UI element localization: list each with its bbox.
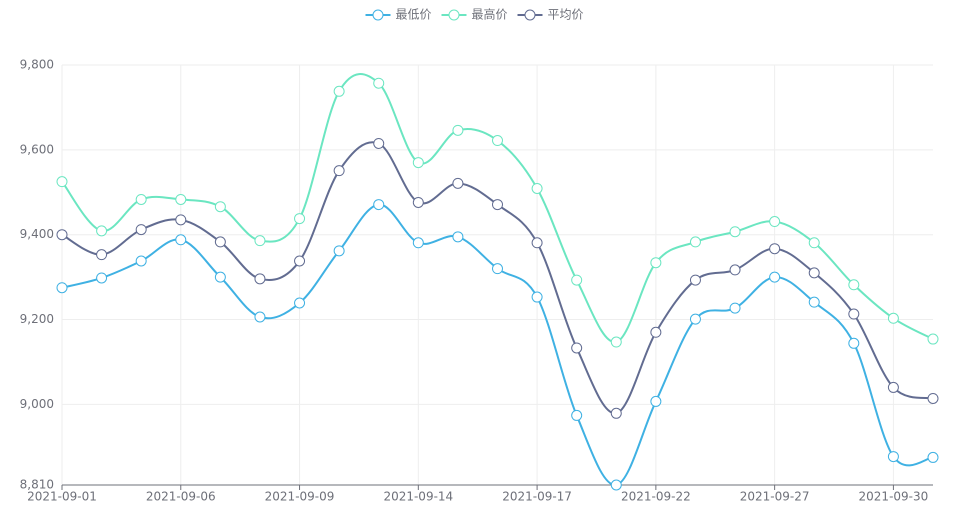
legend-item: 最低价: [365, 8, 432, 22]
data-point: [294, 297, 306, 309]
x-tick-label: 2021-09-14: [383, 490, 453, 504]
data-point: [333, 245, 345, 257]
data-point: [294, 213, 306, 225]
data-point: [769, 243, 781, 255]
data-point: [689, 313, 701, 325]
data-point: [452, 231, 464, 243]
data-point: [492, 135, 503, 147]
data-point: [610, 407, 622, 419]
data-point: [610, 479, 622, 491]
data-point: [175, 193, 187, 205]
data-point: [175, 214, 187, 226]
data-point: [412, 157, 424, 169]
legend-item: 最高价: [441, 7, 508, 22]
data-point: [848, 279, 860, 291]
data-point: [729, 302, 741, 314]
data-point: [412, 196, 424, 208]
data-point: [373, 77, 385, 89]
series-line: [61, 203, 934, 486]
legend-label: 最高价: [472, 7, 508, 22]
y-tick-label: 9,000: [20, 397, 54, 411]
data-point: [254, 311, 266, 323]
data-point: [373, 137, 385, 149]
data-point: [175, 234, 187, 246]
data-point: [927, 333, 939, 345]
x-tick-label: 2021-09-01: [27, 490, 97, 504]
data-point: [135, 193, 147, 205]
data-point: [650, 257, 662, 269]
data-point: [808, 296, 820, 308]
data-point: [571, 274, 583, 286]
data-point: [452, 177, 464, 189]
data-point: [848, 308, 860, 320]
data-point: [333, 165, 345, 177]
legend-marker: [524, 9, 536, 21]
data-point: [887, 312, 899, 324]
data-point: [848, 337, 860, 349]
data-point: [887, 381, 899, 393]
x-tick-label: 2021-09-30: [859, 490, 929, 504]
data-point: [214, 271, 226, 283]
data-point: [689, 236, 701, 248]
data-point: [689, 274, 701, 286]
data-point: [96, 249, 108, 261]
data-point: [808, 267, 820, 279]
data-point: [887, 451, 899, 463]
data-point: [135, 224, 147, 236]
data-point: [650, 326, 662, 338]
data-point: [56, 229, 68, 241]
data-point: [294, 255, 306, 267]
data-point: [254, 273, 266, 285]
data-point: [729, 226, 741, 238]
data-point: [769, 216, 781, 228]
data-point: [452, 124, 464, 136]
y-tick-label: 8,810: [20, 478, 54, 492]
data-point: [650, 395, 662, 407]
data-point: [96, 225, 108, 237]
legend-item: 平均价: [517, 8, 584, 22]
data-point: [729, 264, 741, 276]
data-point: [531, 182, 543, 194]
data-point: [96, 272, 108, 284]
data-point: [214, 236, 226, 248]
series-line: [61, 141, 934, 415]
data-point: [56, 282, 68, 294]
data-point: [769, 271, 781, 283]
x-tick-label: 2021-09-06: [146, 490, 216, 504]
data-point: [808, 237, 820, 249]
data-point: [373, 199, 385, 211]
data-point: [927, 392, 939, 404]
data-point: [412, 237, 424, 249]
y-tick-label: 9,400: [20, 227, 54, 241]
data-point: [571, 342, 583, 354]
data-point: [571, 409, 583, 421]
data-point: [254, 235, 266, 247]
data-point: [531, 237, 543, 249]
legend-label: 平均价: [548, 8, 584, 22]
legend-label: 最低价: [396, 8, 432, 22]
data-point: [531, 291, 543, 303]
data-point: [492, 263, 503, 275]
y-tick-label: 9,600: [20, 142, 54, 156]
x-tick-label: 2021-09-22: [621, 490, 691, 504]
data-point: [135, 255, 147, 267]
x-tick-label: 2021-09-09: [265, 490, 335, 504]
data-point: [927, 451, 939, 463]
x-tick-label: 2021-09-27: [740, 490, 810, 504]
x-tick-label: 2021-09-17: [502, 490, 572, 504]
y-tick-label: 9,800: [20, 58, 54, 72]
y-tick-label: 9,200: [20, 312, 54, 326]
data-point: [214, 201, 226, 213]
legend-marker: [448, 9, 460, 21]
data-point: [56, 176, 68, 188]
data-point: [492, 199, 503, 211]
data-point: [333, 85, 345, 97]
legend-marker: [372, 9, 384, 21]
data-point: [610, 336, 622, 348]
